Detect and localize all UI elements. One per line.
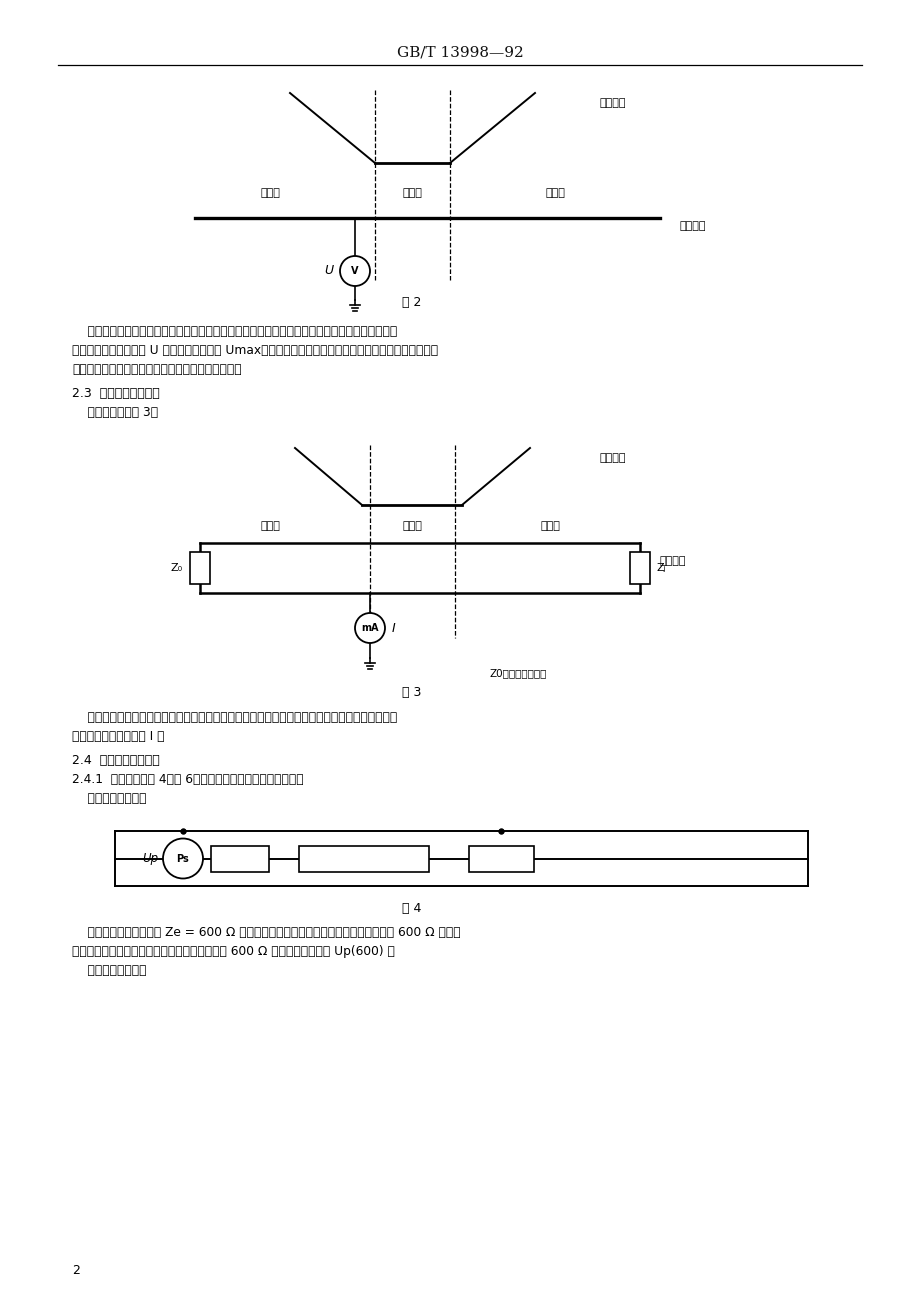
Text: 2.3  电感应电流的测量: 2.3 电感应电流的测量 bbox=[72, 387, 160, 400]
Text: 电信线路: 电信线路 bbox=[659, 556, 686, 566]
Text: mA: mA bbox=[361, 622, 379, 633]
Text: 接近段: 接近段 bbox=[402, 521, 422, 531]
Circle shape bbox=[340, 256, 369, 286]
Text: 图 4: 图 4 bbox=[402, 901, 421, 914]
Text: 电信线路: 电信线路 bbox=[679, 221, 706, 230]
Bar bbox=[469, 845, 533, 871]
Text: U: U bbox=[323, 264, 333, 277]
Text: 延长段: 延长段 bbox=[539, 521, 560, 531]
Text: Z₀: Z₀ bbox=[171, 562, 183, 573]
Text: 中一个上进行测量，测得的衡重值就是在纯电阻 600 Ω 上的杂音计电压値 Up(600) 。: 中一个上进行测量，测得的衡重值就是在纯电阻 600 Ω 上的杂音计电压値 Up(… bbox=[72, 945, 394, 958]
Text: 600Ω: 600Ω bbox=[487, 854, 515, 863]
Circle shape bbox=[355, 613, 384, 643]
Text: 强电线路: 强电线路 bbox=[599, 453, 626, 464]
Text: Z0为线路特性阻抗: Z0为线路特性阻抗 bbox=[490, 668, 547, 678]
Bar bbox=[299, 845, 428, 871]
Text: 延长段: 延长段 bbox=[260, 187, 279, 198]
Text: Up: Up bbox=[142, 852, 158, 865]
Text: 强电线路: 强电线路 bbox=[599, 98, 626, 108]
Text: I: I bbox=[391, 621, 395, 634]
Text: 当电话回路的特性阻抗 Ze = 600 Ω 时，将杂音测试器跨接在回路两端所终接纯电阻 600 Ω 中的其: 当电话回路的特性阻抗 Ze = 600 Ω 时，将杂音测试器跨接在回路两端所终接… bbox=[72, 926, 460, 939]
Text: Zⱼ: Zⱼ bbox=[656, 562, 666, 573]
Text: 测量电路示于图 3。: 测量电路示于图 3。 bbox=[72, 406, 158, 419]
Text: 就是这点的对地电压值 U 。对地电压最大值 Umax，是在电信线路接近段靠延长段短的一端或对应强电线: 就是这点的对地电压值 U 。对地电压最大值 Umax，是在电信线路接近段靠延长段… bbox=[72, 344, 437, 357]
Text: V: V bbox=[351, 266, 358, 276]
Text: 2: 2 bbox=[72, 1263, 80, 1276]
Text: 600Ω: 600Ω bbox=[226, 854, 254, 863]
Text: Ps: Ps bbox=[176, 854, 189, 863]
Text: 接近段: 接近段 bbox=[402, 187, 422, 198]
Bar bbox=[210, 845, 268, 871]
Text: GB/T 13998—92: GB/T 13998—92 bbox=[396, 46, 523, 59]
Text: 不论有无延长段均应将电信线路导线的任意点通过测量电流的仪表接地，测得的电流值就是这段: 不论有无延长段均应将电信线路导线的任意点通过测量电流的仪表接地，测得的电流值就是… bbox=[72, 711, 397, 724]
Text: Zs= 600Ω: Zs= 600Ω bbox=[337, 854, 390, 863]
Text: 图 2: 图 2 bbox=[402, 297, 421, 310]
Text: 线路上的电感应电流值 I 。: 线路上的电感应电流值 I 。 bbox=[72, 730, 165, 743]
Text: 不论有无延长段均应将接近段内电信线路导线的所测点通过测量电压的仪表接地，测得的电压值: 不论有无延长段均应将接近段内电信线路导线的所测点通过测量电压的仪表接地，测得的电… bbox=[72, 326, 397, 339]
Text: 第二种测量电路：: 第二种测量电路： bbox=[72, 963, 146, 976]
Text: 延长段: 延长段 bbox=[260, 521, 279, 531]
Bar bbox=[630, 552, 650, 585]
Text: 延长段: 延长段 bbox=[544, 187, 564, 198]
Bar bbox=[190, 552, 210, 585]
Circle shape bbox=[163, 838, 203, 879]
Text: 2.4.1  测量电路见图 4～图 6，可根据测量条件选用其中一种。: 2.4.1 测量电路见图 4～图 6，可根据测量条件选用其中一种。 bbox=[72, 773, 303, 786]
Text: 2.4  杂音计电压的测量: 2.4 杂音计电压的测量 bbox=[72, 754, 160, 767]
Text: 第一种测量电路：: 第一种测量电路： bbox=[72, 792, 146, 805]
Text: 图 3: 图 3 bbox=[402, 686, 421, 699]
Text: 路短路点的位置上，接测量电压的仪表所测得的值。: 路短路点的位置上，接测量电压的仪表所测得的值。 bbox=[72, 363, 242, 376]
